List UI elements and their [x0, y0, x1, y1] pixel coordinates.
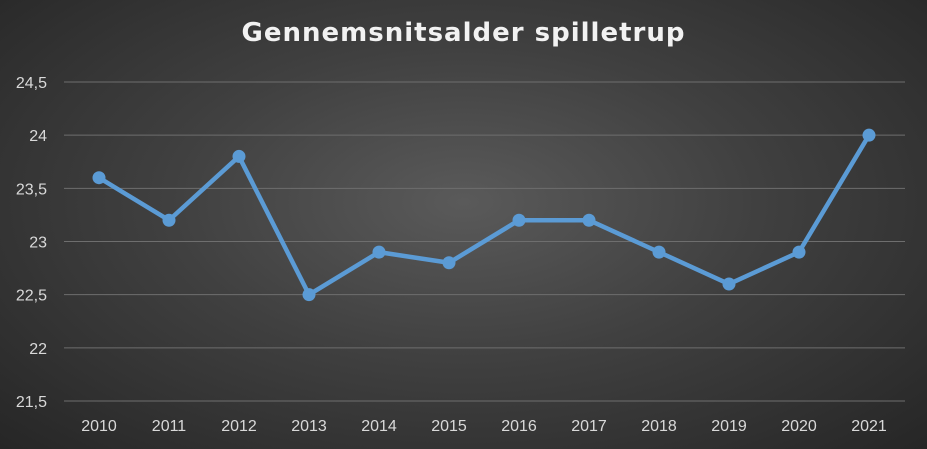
x-tick-label: 2019	[711, 418, 747, 435]
x-tick-label: 2016	[501, 418, 537, 435]
x-tick-label: 2012	[221, 418, 257, 435]
x-tick-label: 2020	[781, 418, 817, 435]
data-point	[442, 256, 456, 270]
x-tick-label: 2014	[361, 418, 397, 435]
data-point	[232, 149, 246, 163]
data-point	[722, 277, 736, 291]
y-tick-label: 23,5	[16, 181, 47, 198]
data-point	[302, 288, 316, 302]
x-tick-label: 2021	[851, 418, 887, 435]
y-tick-label: 22,5	[16, 288, 47, 305]
data-point	[92, 171, 106, 185]
data-point	[862, 128, 876, 142]
y-tick-label: 23	[29, 235, 47, 252]
data-point	[652, 245, 666, 259]
x-tick-label: 2018	[641, 418, 677, 435]
y-tick-label: 21,5	[16, 394, 47, 411]
y-tick-label: 24	[29, 128, 47, 145]
x-tick-label: 2010	[81, 418, 117, 435]
data-point	[582, 213, 596, 227]
data-point	[372, 245, 386, 259]
chart-title: Gennemsnitsalder spilletrup	[241, 18, 686, 48]
y-tick-label: 22	[29, 341, 47, 358]
x-tick-label: 2011	[152, 418, 187, 435]
data-point	[162, 213, 176, 227]
data-point	[792, 245, 806, 259]
x-tick-label: 2017	[571, 418, 607, 435]
x-tick-label: 2015	[431, 418, 467, 435]
series-line	[96, 132, 872, 297]
x-tick-label: 2013	[291, 418, 327, 435]
data-point	[512, 213, 526, 227]
y-tick-label: 24,5	[16, 75, 47, 92]
